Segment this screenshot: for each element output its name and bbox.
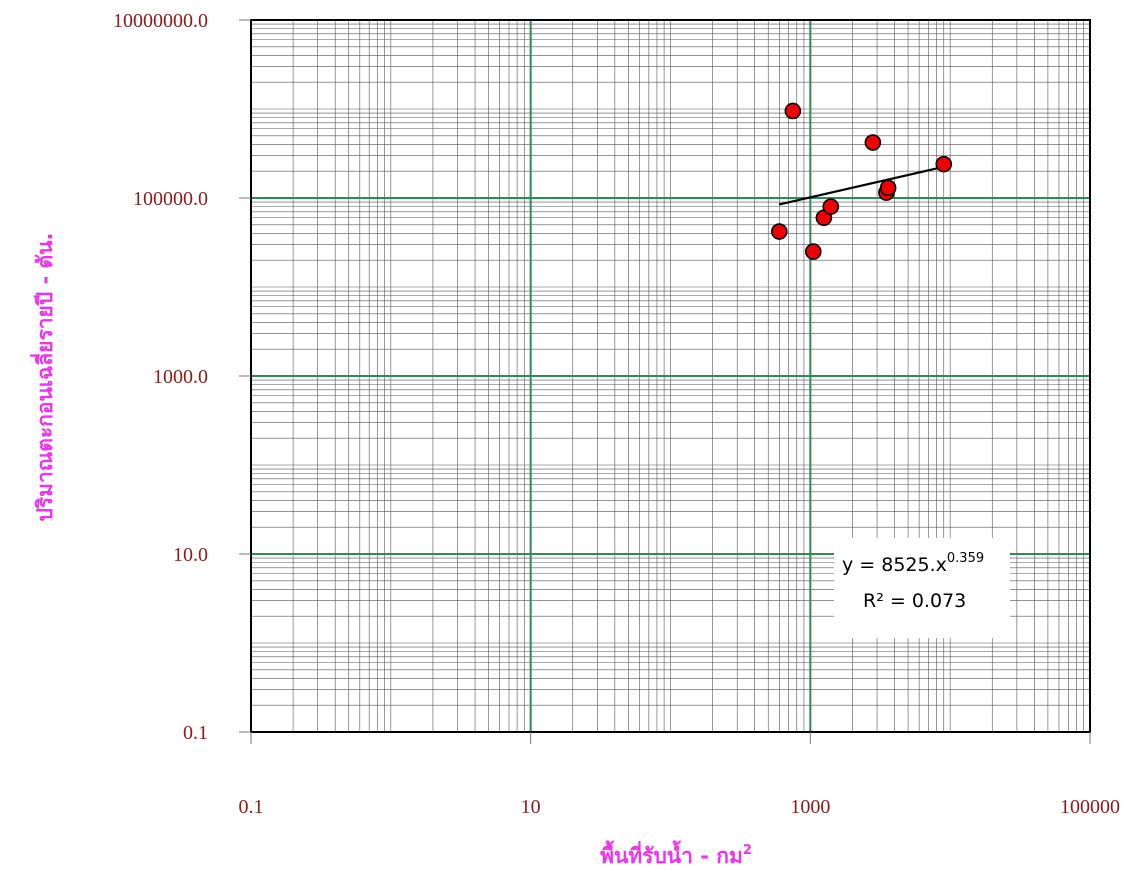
equation-background — [834, 538, 1010, 638]
trendline-group — [779, 165, 945, 206]
y-tick-label: 10000000.0 — [113, 10, 208, 32]
equation-label: y = 8525.x0.359 — [842, 551, 984, 576]
y-tick-label: 0.1 — [183, 722, 208, 744]
r-squared-label: R² = 0.073 — [863, 590, 966, 612]
y-tick-label: 10.0 — [173, 544, 208, 566]
x-tick-label: 1000 — [790, 796, 830, 818]
equation-exponent: 0.359 — [947, 551, 984, 566]
data-point — [879, 179, 897, 197]
y-axis-title: ปริมาณตะกอนเฉลี่ยรายปี - ตัน. — [29, 233, 57, 522]
x-tick-label: 0.1 — [239, 796, 264, 818]
y-axis-ticks: 0.1 10.0 1000.0 100000.0 10000000.0 — [113, 10, 251, 744]
data-point — [771, 223, 788, 240]
x-axis-ticks: 0.1 10 1000 100000 — [239, 732, 1120, 818]
x-axis-title-superscript: 2 — [743, 843, 752, 858]
trendline — [779, 165, 945, 206]
x-tick-label: 100000 — [1060, 796, 1120, 818]
data-point — [784, 102, 802, 120]
x-axis-title: พื้นที่รับน้ำ - กม2 — [600, 840, 752, 868]
data-point — [822, 198, 840, 215]
data-points — [771, 102, 953, 260]
x-tick-label: 10 — [521, 796, 541, 818]
equation-box: y = 8525.x0.359 R² = 0.073 — [834, 538, 1010, 638]
data-point — [804, 243, 822, 260]
y-tick-label: 1000.0 — [153, 366, 208, 388]
data-point — [935, 155, 953, 173]
y-tick-label: 100000.0 — [133, 188, 208, 210]
data-point — [864, 134, 882, 151]
